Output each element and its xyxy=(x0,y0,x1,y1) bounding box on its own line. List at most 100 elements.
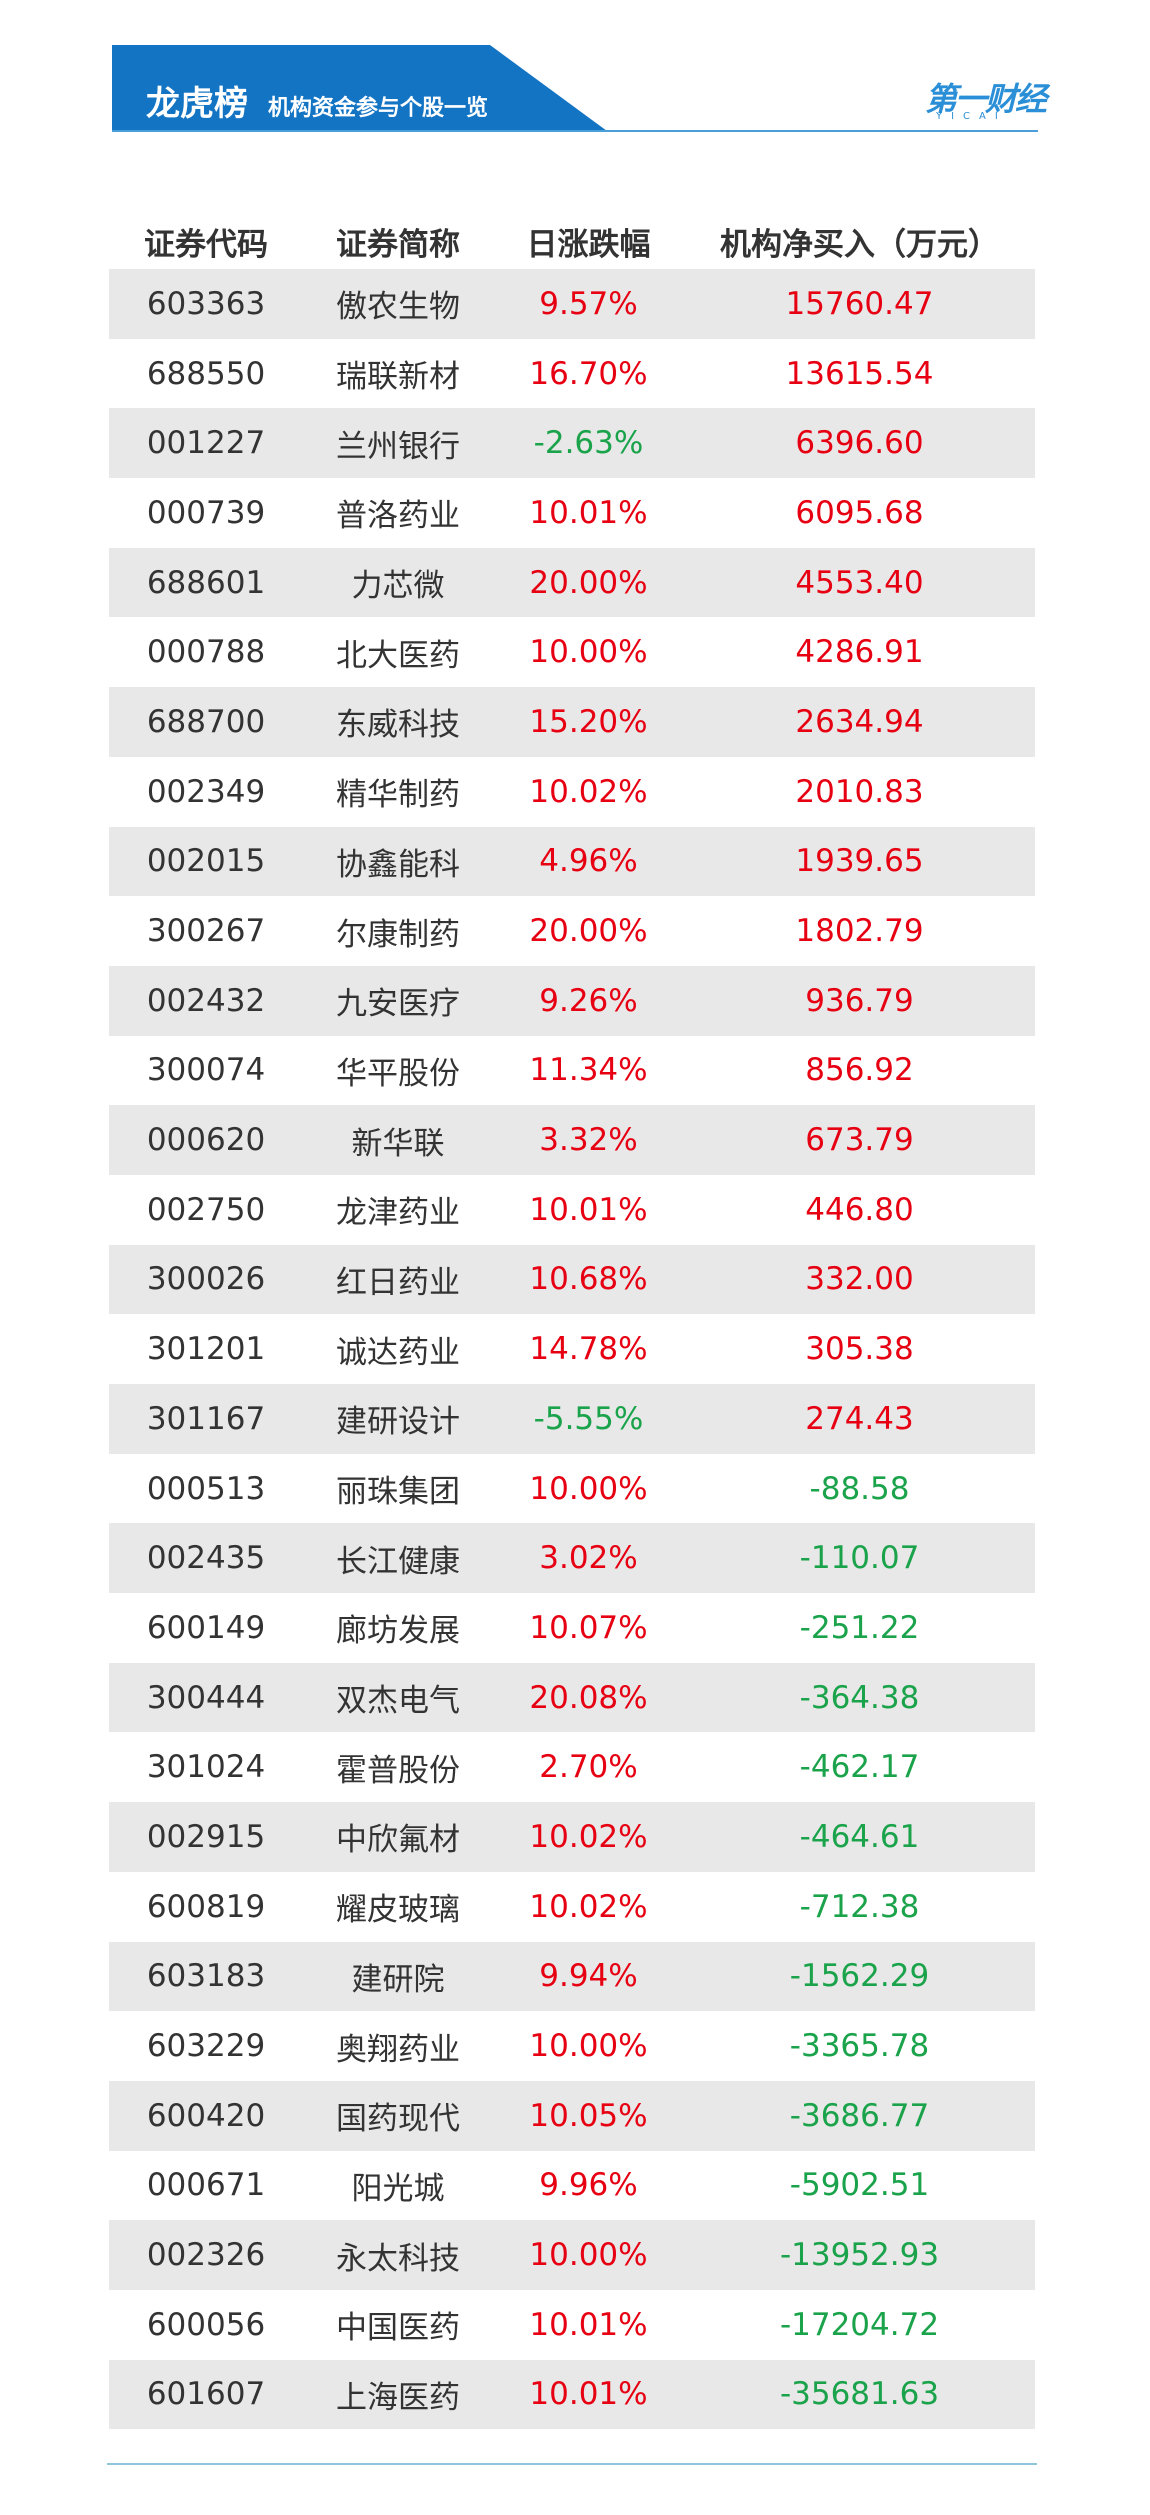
table-cell: -5.55% xyxy=(533,1400,644,1437)
table-cell: 600420 xyxy=(146,2097,266,2134)
banner-shape xyxy=(112,45,607,131)
table-cell: 13615.54 xyxy=(785,355,934,392)
table-cell: 普洛药业 xyxy=(336,498,460,535)
table-cell: 上海医药 xyxy=(336,2379,460,2416)
table-cell: 002750 xyxy=(146,1191,266,1228)
table-cell: 601607 xyxy=(146,2376,266,2413)
table-cell: 603229 xyxy=(146,2028,266,2065)
bottom-rule xyxy=(107,2463,1037,2465)
table-row: 000513 丽珠集团 10.00% -88.58 xyxy=(109,1454,1035,1524)
table-row: 002432 九安医疗 9.26% 936.79 xyxy=(109,965,1035,1036)
table-cell: 20.00% xyxy=(529,913,648,950)
table-row: 002349 精华制药 10.02% 2010.83 xyxy=(109,757,1035,827)
table-cell: 300267 xyxy=(146,913,266,950)
table-cell: 9.26% xyxy=(539,982,638,1019)
table-cell: 000739 xyxy=(146,494,266,531)
table-cell: 2.70% xyxy=(539,1749,638,1786)
table-cell: 10.01% xyxy=(529,2376,648,2413)
table-cell: 600819 xyxy=(146,1888,266,1925)
table-cell: 兰州银行 xyxy=(336,428,460,465)
table-row: 603229 奥翔药业 10.00% -3365.78 xyxy=(109,2011,1035,2081)
table-cell: 9.96% xyxy=(539,2167,638,2204)
table-cell: 20.00% xyxy=(529,564,648,601)
table-cell: 002915 xyxy=(146,1818,266,1855)
table-row: 002750 龙津药业 10.01% 446.80 xyxy=(109,1175,1035,1245)
table-cell: 000788 xyxy=(146,634,266,671)
table-cell: 九安医疗 xyxy=(336,986,460,1023)
table-cell: 10.07% xyxy=(529,1609,648,1646)
table-cell: 力芯微 xyxy=(351,568,445,605)
header-banner xyxy=(112,45,1038,132)
table-cell: 688700 xyxy=(146,703,266,740)
table-cell: 霍普股份 xyxy=(336,1752,460,1789)
table-cell: 2010.83 xyxy=(795,773,924,810)
table-row: 000788 北大医药 10.00% 4286.91 xyxy=(109,617,1035,687)
table-cell: 15.20% xyxy=(529,703,648,740)
table-cell: 10.00% xyxy=(529,1470,648,1507)
table-cell: 精华制药 xyxy=(336,777,460,814)
table-cell: 10.02% xyxy=(529,1888,648,1925)
table-row: 603183 建研院 9.94% -1562.29 xyxy=(109,1941,1035,2012)
table-cell: 6095.68 xyxy=(795,494,924,531)
table-cell: 20.08% xyxy=(529,1679,648,1716)
table-cell: 瑞联新材 xyxy=(336,359,460,396)
table-row: 300074 华平股份 11.34% 856.92 xyxy=(109,1036,1035,1106)
table-cell: -3686.77 xyxy=(789,2097,930,2134)
table-cell: 10.02% xyxy=(529,1818,648,1855)
table-cell: 1802.79 xyxy=(795,913,924,950)
table-row: 300444 双杰电气 20.08% -364.38 xyxy=(109,1662,1035,1733)
table-cell: 尔康制药 xyxy=(336,916,460,953)
table-cell: 301167 xyxy=(146,1400,266,1437)
table-cell: 4553.40 xyxy=(795,564,924,601)
table-cell: 688601 xyxy=(146,564,266,601)
table-row: 300267 尔康制药 20.00% 1802.79 xyxy=(109,896,1035,966)
table-cell: 603363 xyxy=(146,285,266,322)
table-cell: 9.94% xyxy=(539,1958,638,1995)
table-cell: -462.17 xyxy=(799,1749,920,1786)
column-header: 证券代码 xyxy=(144,226,268,263)
table-cell: 10.68% xyxy=(529,1261,648,1298)
header-row: 证券代码 证券简称 日涨跌幅 机构净买入（万元） xyxy=(109,213,1035,269)
table-cell: 002435 xyxy=(146,1540,266,1577)
logo-sub: YICAI xyxy=(936,111,1007,122)
table-cell: 1939.65 xyxy=(795,843,924,880)
title: 龙虎榜 xyxy=(146,84,248,124)
table-row: 002915 中欣氟材 10.02% -464.61 xyxy=(109,1802,1035,1872)
table-cell: 332.00 xyxy=(805,1261,914,1298)
table-cell: 301201 xyxy=(146,1331,266,1368)
table-cell: 002349 xyxy=(146,773,266,810)
table-cell: 3.32% xyxy=(539,1122,638,1159)
table-cell: -88.58 xyxy=(809,1470,910,1507)
table-cell: 双杰电气 xyxy=(336,1683,460,1720)
table-cell: 阳光城 xyxy=(351,2170,445,2207)
table-cell: -1562.29 xyxy=(789,1958,930,1995)
table-cell: -17204.72 xyxy=(779,2306,940,2343)
table-row: 601607 上海医药 10.01% -35681.63 xyxy=(109,2359,1035,2430)
table-cell: 长江健康 xyxy=(336,1543,460,1580)
table-row: 002435 长江健康 3.02% -110.07 xyxy=(109,1523,1035,1594)
table-cell: 10.00% xyxy=(529,634,648,671)
column-header: 日涨跌幅 xyxy=(526,226,651,263)
table-cell: 446.80 xyxy=(805,1191,914,1228)
table-cell: 16.70% xyxy=(529,355,648,392)
table-cell: 14.78% xyxy=(529,1331,648,1368)
table-cell: 新华联 xyxy=(351,1125,445,1162)
table-cell: 红日药业 xyxy=(336,1264,460,1301)
table-cell: 丽珠集团 xyxy=(336,1474,460,1511)
table-cell: 936.79 xyxy=(805,982,914,1019)
table-row: 603363 傲农生物 9.57% 15760.47 xyxy=(109,269,1035,339)
table-row: 300026 红日药业 10.68% 332.00 xyxy=(109,1244,1035,1315)
table: 证券代码 证券简称 日涨跌幅 机构净买入（万元） 603363 傲农生物 9.57% 1576… xyxy=(109,213,1035,2430)
column-header: 证券简称 xyxy=(336,226,460,263)
table-row: 600149 廊坊发展 10.07% -251.22 xyxy=(109,1593,1035,1663)
table-cell: -110.07 xyxy=(799,1540,920,1577)
table-row: 000620 新华联 3.32% 673.79 xyxy=(109,1105,1035,1175)
table-row: 301167 建研设计 -5.55% 274.43 xyxy=(109,1384,1035,1454)
table-row: 301024 霍普股份 2.70% -462.17 xyxy=(109,1732,1035,1802)
table-row: 600420 国药现代 10.05% -3686.77 xyxy=(109,2080,1035,2151)
table-cell: 廊坊发展 xyxy=(336,1613,460,1650)
table-cell: 10.01% xyxy=(529,494,648,531)
table-cell: 10.00% xyxy=(529,2028,648,2065)
table-row: 301201 诚达药业 14.78% 305.38 xyxy=(109,1314,1035,1384)
table-cell: 301024 xyxy=(146,1749,266,1786)
